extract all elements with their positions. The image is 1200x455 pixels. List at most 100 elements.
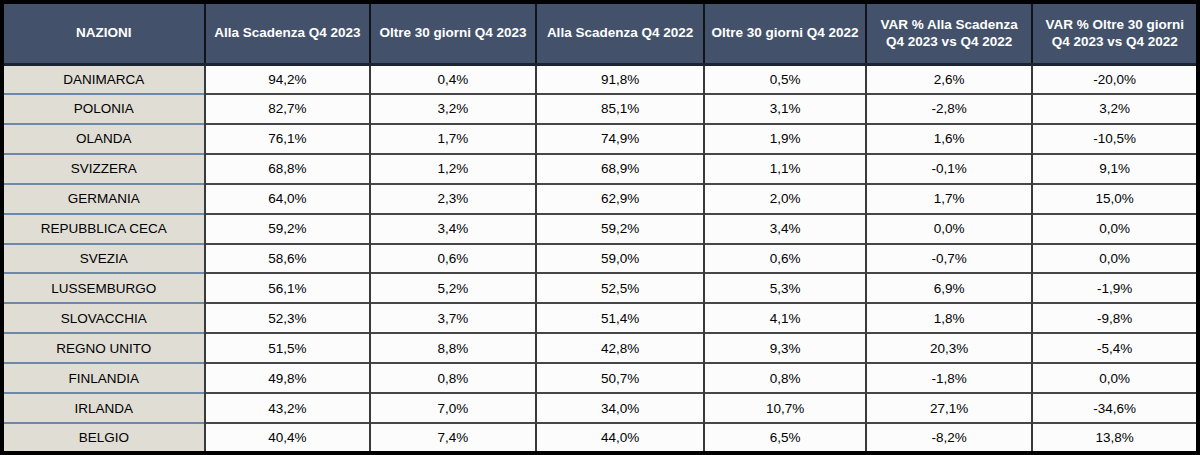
value-cell: 15,0%: [1032, 184, 1198, 214]
table-body: DANIMARCA94,2%0,4%91,8%0,5%2,6%-20,0%POL…: [2, 64, 1198, 453]
value-cell: -5,4%: [1032, 333, 1198, 363]
nation-cell: SLOVACCHIA: [2, 303, 205, 333]
table-row: POLONIA82,7%3,2%85,1%3,1%-2,8%3,2%: [2, 94, 1198, 124]
value-cell: 49,8%: [205, 363, 371, 393]
table-row: GERMANIA64,0%2,3%62,9%2,0%1,7%15,0%: [2, 184, 1198, 214]
value-cell: 6,5%: [704, 423, 866, 453]
table-header: NAZIONIAlla Scadenza Q4 2023Oltre 30 gio…: [2, 2, 1198, 64]
table-row: REGNO UNITO51,5%8,8%42,8%9,3%20,3%-5,4%: [2, 333, 1198, 363]
nation-cell: REPUBBLICA CECA: [2, 214, 205, 244]
value-cell: 9,3%: [704, 333, 866, 363]
column-header: Oltre 30 giorni Q4 2022: [704, 2, 866, 64]
nation-cell: IRLANDA: [2, 393, 205, 423]
value-cell: 50,7%: [536, 363, 705, 393]
value-cell: -10,5%: [1032, 124, 1198, 154]
value-cell: -8,2%: [866, 423, 1033, 453]
value-cell: -0,7%: [866, 244, 1033, 274]
table-row: LUSSEMBURGO56,1%5,2%52,5%5,3%6,9%-1,9%: [2, 273, 1198, 303]
value-cell: -1,8%: [866, 363, 1033, 393]
value-cell: 3,2%: [1032, 94, 1198, 124]
value-cell: 1,2%: [370, 154, 536, 184]
table-row: SVIZZERA68,8%1,2%68,9%1,1%-0,1%9,1%: [2, 154, 1198, 184]
value-cell: 0,0%: [1032, 244, 1198, 274]
value-cell: 6,9%: [866, 273, 1033, 303]
payment-terms-table: NAZIONIAlla Scadenza Q4 2023Oltre 30 gio…: [0, 0, 1200, 455]
table-row: BELGIO40,4%7,4%44,0%6,5%-8,2%13,8%: [2, 423, 1198, 453]
value-cell: 2,6%: [866, 64, 1033, 94]
value-cell: 0,6%: [704, 244, 866, 274]
value-cell: 59,2%: [205, 214, 371, 244]
value-cell: 68,8%: [205, 154, 371, 184]
column-header: Alla Scadenza Q4 2022: [536, 2, 705, 64]
column-header: NAZIONI: [2, 2, 205, 64]
value-cell: 20,3%: [866, 333, 1033, 363]
value-cell: 3,1%: [704, 94, 866, 124]
value-cell: 3,2%: [370, 94, 536, 124]
value-cell: 42,8%: [536, 333, 705, 363]
value-cell: 7,0%: [370, 393, 536, 423]
value-cell: 64,0%: [205, 184, 371, 214]
value-cell: -9,8%: [1032, 303, 1198, 333]
column-header: Oltre 30 giorni Q4 2023: [370, 2, 536, 64]
value-cell: 76,1%: [205, 124, 371, 154]
value-cell: 0,4%: [370, 64, 536, 94]
nation-cell: FINLANDIA: [2, 363, 205, 393]
value-cell: 52,3%: [205, 303, 371, 333]
nation-cell: OLANDA: [2, 124, 205, 154]
value-cell: 74,9%: [536, 124, 705, 154]
nation-cell: GERMANIA: [2, 184, 205, 214]
value-cell: 2,0%: [704, 184, 866, 214]
value-cell: 94,2%: [205, 64, 371, 94]
value-cell: 13,8%: [1032, 423, 1198, 453]
value-cell: 1,7%: [370, 124, 536, 154]
value-cell: 5,2%: [370, 273, 536, 303]
table-row: SLOVACCHIA52,3%3,7%51,4%4,1%1,8%-9,8%: [2, 303, 1198, 333]
nation-cell: SVIZZERA: [2, 154, 205, 184]
value-cell: 1,8%: [866, 303, 1033, 333]
nation-cell: LUSSEMBURGO: [2, 273, 205, 303]
table-row: IRLANDA43,2%7,0%34,0%10,7%27,1%-34,6%: [2, 393, 1198, 423]
value-cell: 51,5%: [205, 333, 371, 363]
value-cell: 0,0%: [1032, 214, 1198, 244]
value-cell: 68,9%: [536, 154, 705, 184]
value-cell: 10,7%: [704, 393, 866, 423]
value-cell: 5,3%: [704, 273, 866, 303]
nation-cell: SVEZIA: [2, 244, 205, 274]
value-cell: 40,4%: [205, 423, 371, 453]
value-cell: 0,5%: [704, 64, 866, 94]
table-row: REPUBBLICA CECA59,2%3,4%59,2%3,4%0,0%0,0…: [2, 214, 1198, 244]
value-cell: 43,2%: [205, 393, 371, 423]
value-cell: -34,6%: [1032, 393, 1198, 423]
table-row: SVEZIA58,6%0,6%59,0%0,6%-0,7%0,0%: [2, 244, 1198, 274]
value-cell: 62,9%: [536, 184, 705, 214]
table-row: DANIMARCA94,2%0,4%91,8%0,5%2,6%-20,0%: [2, 64, 1198, 94]
value-cell: 59,0%: [536, 244, 705, 274]
value-cell: 52,5%: [536, 273, 705, 303]
value-cell: 85,1%: [536, 94, 705, 124]
value-cell: 0,6%: [370, 244, 536, 274]
value-cell: 0,0%: [866, 214, 1033, 244]
value-cell: -2,8%: [866, 94, 1033, 124]
value-cell: 58,6%: [205, 244, 371, 274]
value-cell: 91,8%: [536, 64, 705, 94]
table-row: FINLANDIA49,8%0,8%50,7%0,8%-1,8%0,0%: [2, 363, 1198, 393]
value-cell: 1,7%: [866, 184, 1033, 214]
value-cell: 2,3%: [370, 184, 536, 214]
value-cell: 27,1%: [866, 393, 1033, 423]
value-cell: 44,0%: [536, 423, 705, 453]
value-cell: 4,1%: [704, 303, 866, 333]
value-cell: 0,8%: [704, 363, 866, 393]
value-cell: 1,1%: [704, 154, 866, 184]
value-cell: 7,4%: [370, 423, 536, 453]
value-cell: 56,1%: [205, 273, 371, 303]
value-cell: 59,2%: [536, 214, 705, 244]
value-cell: 1,6%: [866, 124, 1033, 154]
header-row: NAZIONIAlla Scadenza Q4 2023Oltre 30 gio…: [2, 2, 1198, 64]
value-cell: 3,7%: [370, 303, 536, 333]
value-cell: 3,4%: [704, 214, 866, 244]
value-cell: -0,1%: [866, 154, 1033, 184]
value-cell: -1,9%: [1032, 273, 1198, 303]
table-row: OLANDA76,1%1,7%74,9%1,9%1,6%-10,5%: [2, 124, 1198, 154]
value-cell: 1,9%: [704, 124, 866, 154]
value-cell: 82,7%: [205, 94, 371, 124]
